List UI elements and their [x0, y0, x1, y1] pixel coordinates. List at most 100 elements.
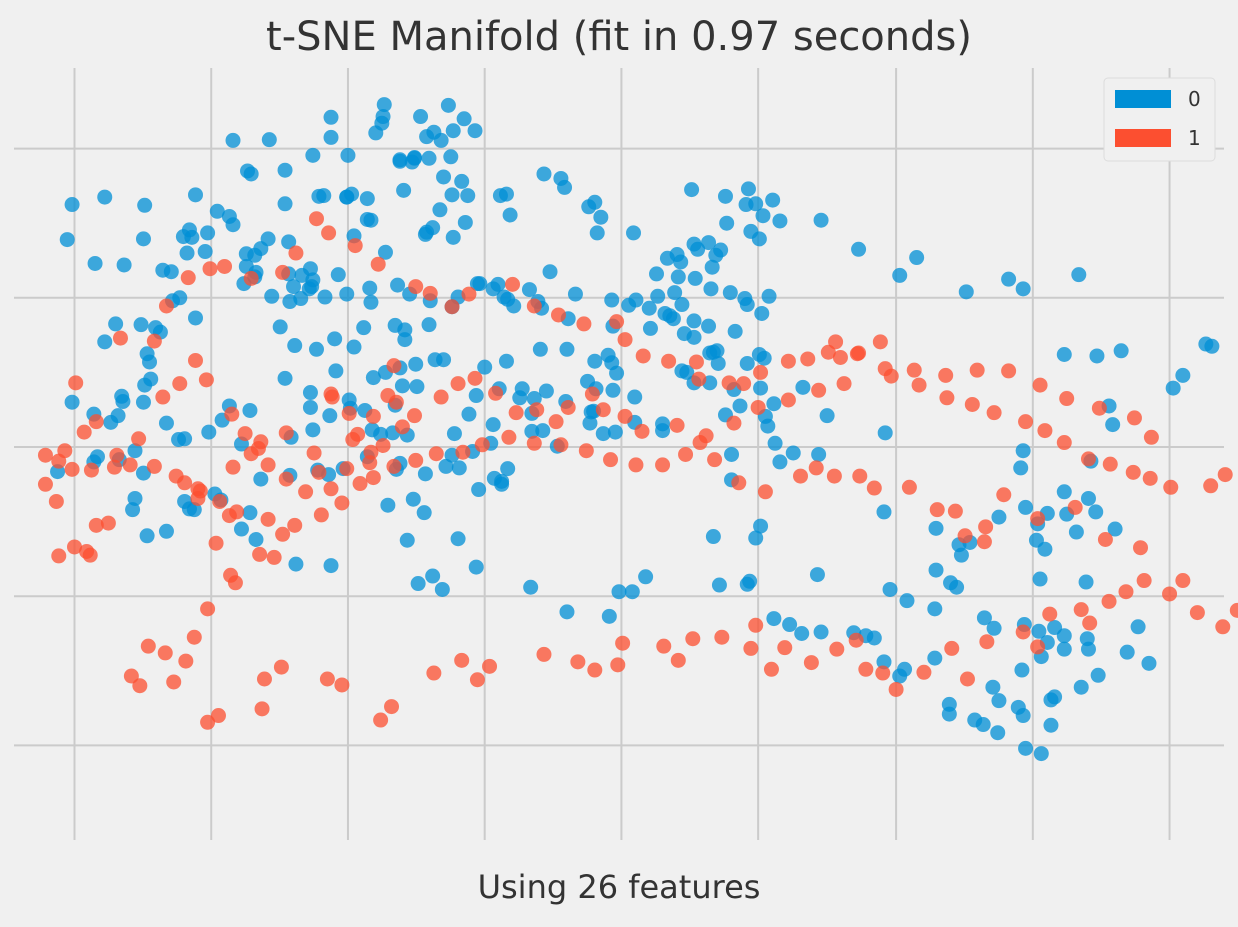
scatter-point-class-1 [848, 632, 864, 648]
scatter-point-class-0 [686, 313, 702, 329]
scatter-point-class-0 [927, 601, 943, 617]
scatter-point-class-0 [143, 371, 159, 387]
scatter-point-class-1 [685, 631, 701, 647]
scatter-point-class-1 [467, 370, 483, 386]
scatter-point-class-1 [748, 617, 764, 633]
scatter-point-class-0 [158, 415, 174, 431]
scatter-point-class-1 [217, 258, 233, 274]
scatter-point-class-1 [964, 396, 980, 412]
scatter-point-class-0 [302, 261, 318, 277]
scatter-point-class-1 [408, 452, 424, 468]
scatter-point-class-0 [425, 568, 441, 584]
scatter-point-class-0 [795, 379, 811, 395]
scatter-point-class-0 [467, 123, 483, 139]
legend: 0 1 [1103, 77, 1216, 162]
series-1-points [37, 211, 1238, 730]
scatter-point-class-0 [1080, 490, 1096, 506]
scatter-point-class-1 [273, 659, 289, 675]
scatter-point-class-0 [485, 281, 501, 297]
scatter-point-class-0 [601, 608, 617, 624]
scatter-point-class-0 [662, 308, 678, 324]
scatter-point-class-1 [64, 461, 80, 477]
scatter-point-class-1 [200, 714, 216, 730]
scatter-point-class-0 [97, 334, 113, 350]
scatter-point-class-1 [386, 358, 402, 374]
scatter-point-class-0 [986, 620, 1002, 636]
scatter-point-class-0 [485, 417, 501, 433]
scatter-point-class-0 [135, 231, 151, 247]
scatter-point-class-0 [580, 373, 596, 389]
scatter-point-class-0 [362, 280, 378, 296]
scatter-point-class-0 [97, 189, 113, 205]
scatter-point-class-0 [305, 422, 321, 438]
scatter-point-class-1 [122, 457, 138, 473]
scatter-point-class-1 [1125, 464, 1141, 480]
scatter-point-class-1 [278, 425, 294, 441]
scatter-point-class-0 [399, 532, 415, 548]
scatter-point-class-0 [1088, 504, 1104, 520]
scatter-point-class-0 [523, 579, 539, 595]
scatter-point-class-1 [386, 458, 402, 474]
scatter-point-class-0 [282, 294, 298, 310]
scatter-point-class-0 [1018, 499, 1034, 515]
scatter-point-class-0 [975, 717, 991, 733]
scatter-point-class-0 [521, 282, 537, 298]
x-axis-label: Using 26 features [478, 868, 761, 906]
legend-swatch-1 [1115, 129, 1171, 147]
scatter-point-class-0 [494, 473, 510, 489]
scatter-point-class-0 [687, 270, 703, 286]
scatter-point-class-1 [1037, 423, 1053, 439]
scatter-point-class-1 [731, 475, 747, 491]
scatter-point-class-0 [767, 435, 783, 451]
scatter-point-class-1 [508, 405, 524, 421]
scatter-point-class-0 [500, 461, 516, 477]
legend-swatch-0 [1115, 90, 1171, 108]
scatter-point-class-1 [347, 238, 363, 254]
scatter-point-class-0 [261, 132, 277, 148]
scatter-point-class-1 [321, 225, 337, 241]
scatter-point-class-1 [1042, 606, 1058, 622]
scatter-point-class-0 [638, 569, 654, 585]
scatter-point-class-1 [617, 408, 633, 424]
scatter-point-class-0 [892, 267, 908, 283]
scatter-point-class-1 [570, 654, 586, 670]
scatter-point-class-1 [1082, 615, 1098, 631]
scatter-point-class-0 [557, 179, 573, 195]
scatter-point-class-1 [688, 354, 704, 370]
scatter-point-class-1 [256, 671, 272, 687]
scatter-point-class-0 [667, 285, 683, 301]
scatter-point-class-1 [341, 405, 357, 421]
scatter-point-class-0 [722, 285, 738, 301]
scatter-point-class-1 [576, 316, 592, 332]
scatter-point-class-1 [433, 389, 449, 405]
scatter-point-class-1 [1018, 414, 1034, 430]
scatter-point-class-0 [711, 577, 727, 593]
scatter-point-class-0 [108, 316, 124, 332]
scatter-point-class-1 [811, 382, 827, 398]
scatter-point-class-0 [1013, 460, 1029, 476]
scatter-point-class-1 [212, 493, 228, 509]
scatter-point-class-1 [469, 672, 485, 688]
scatter-point-class-0 [650, 288, 666, 304]
scatter-point-class-0 [188, 187, 203, 203]
scatter-point-class-1 [978, 519, 994, 535]
scatter-point-class-0 [1073, 679, 1089, 695]
scatter-point-class-0 [137, 197, 153, 213]
scatter-point-class-0 [641, 300, 657, 316]
scatter-point-class-0 [419, 224, 435, 240]
scatter-point-class-1 [407, 408, 423, 424]
scatter-point-class-1 [587, 662, 603, 678]
scatter-point-class-1 [617, 332, 633, 348]
scatter-point-class-0 [1175, 367, 1191, 383]
scatter-point-class-0 [148, 320, 164, 336]
scatter-point-class-0 [397, 322, 413, 338]
scatter-point-class-0 [882, 581, 898, 597]
scatter-point-class-1 [1189, 605, 1205, 621]
scatter-point-class-1 [743, 640, 759, 656]
scatter-point-class-1 [266, 549, 282, 565]
scatter-point-class-1 [188, 352, 203, 368]
scatter-point-class-0 [305, 147, 321, 163]
scatter-point-class-0 [288, 556, 304, 572]
